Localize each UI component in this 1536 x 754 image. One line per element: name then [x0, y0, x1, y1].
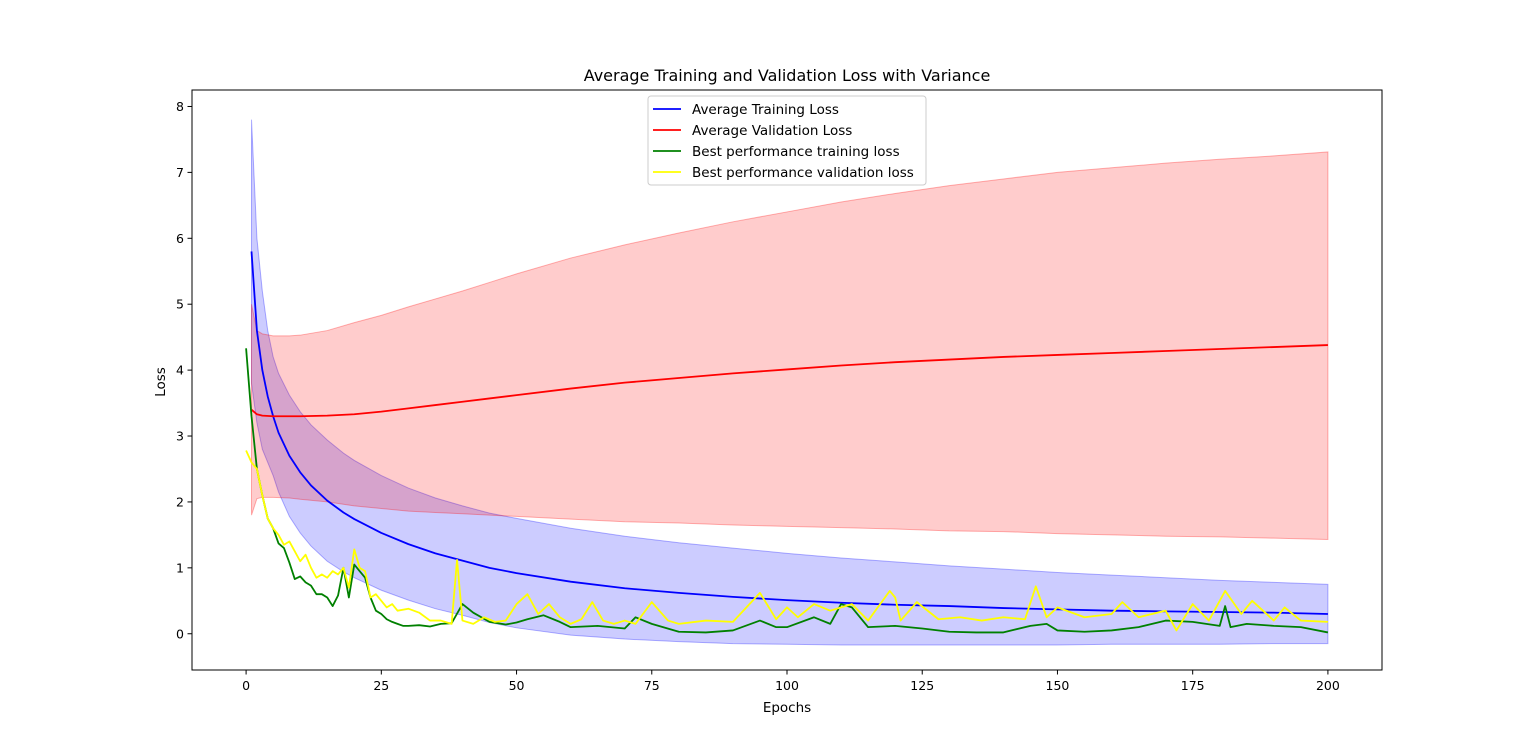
- best-performance-training-loss-legend-label: Best performance training loss: [692, 144, 900, 160]
- x-axis-label: Epochs: [763, 700, 811, 716]
- y-axis-label: Loss: [153, 367, 169, 397]
- y-tick-label: 1: [176, 560, 184, 575]
- y-axis-ticks: 0 1 2 3 4 5 6 7 8: [176, 99, 192, 641]
- y-tick-label: 3: [176, 429, 184, 444]
- y-tick-label: 4: [176, 363, 184, 378]
- y-tick-label: 6: [176, 231, 184, 246]
- best-performance-validation-loss-legend-label: Best performance validation loss: [692, 165, 914, 181]
- y-tick-label: 0: [176, 626, 184, 641]
- chart-title: Average Training and Validation Loss wit…: [584, 66, 991, 85]
- average-validation-loss-variance-band: [251, 151, 1329, 541]
- x-tick-label: 100: [775, 678, 799, 693]
- legend-box: [647, 95, 927, 186]
- series-lines: [245, 251, 1329, 634]
- x-tick-label: 50: [509, 678, 525, 693]
- legend: Average Training Loss Average Validation …: [647, 95, 927, 186]
- y-tick-label: 2: [176, 494, 184, 509]
- average-validation-loss-line: [250, 344, 1328, 418]
- x-tick-label: 200: [1316, 678, 1340, 693]
- y-tick-label: 8: [176, 99, 184, 114]
- average-training-loss-legend-label: Average Training Loss: [692, 102, 839, 118]
- x-tick-label: 125: [910, 678, 934, 693]
- x-tick-label: 175: [1181, 678, 1205, 693]
- y-tick-label: 7: [176, 165, 184, 180]
- x-tick-label: 25: [373, 678, 389, 693]
- average-training-loss-line: [250, 251, 1328, 615]
- best-performance-validation-loss-line: [245, 450, 1328, 632]
- x-axis-ticks: 0 25 50 75 100 125 150 175 200: [242, 670, 1340, 693]
- x-tick-label: 75: [644, 678, 660, 693]
- best-performance-training-loss-line: [245, 348, 1329, 634]
- x-tick-label: 150: [1046, 678, 1070, 693]
- average-validation-loss-legend-label: Average Validation Loss: [692, 123, 852, 139]
- x-tick-label: 0: [242, 678, 250, 693]
- y-tick-label: 5: [176, 297, 184, 312]
